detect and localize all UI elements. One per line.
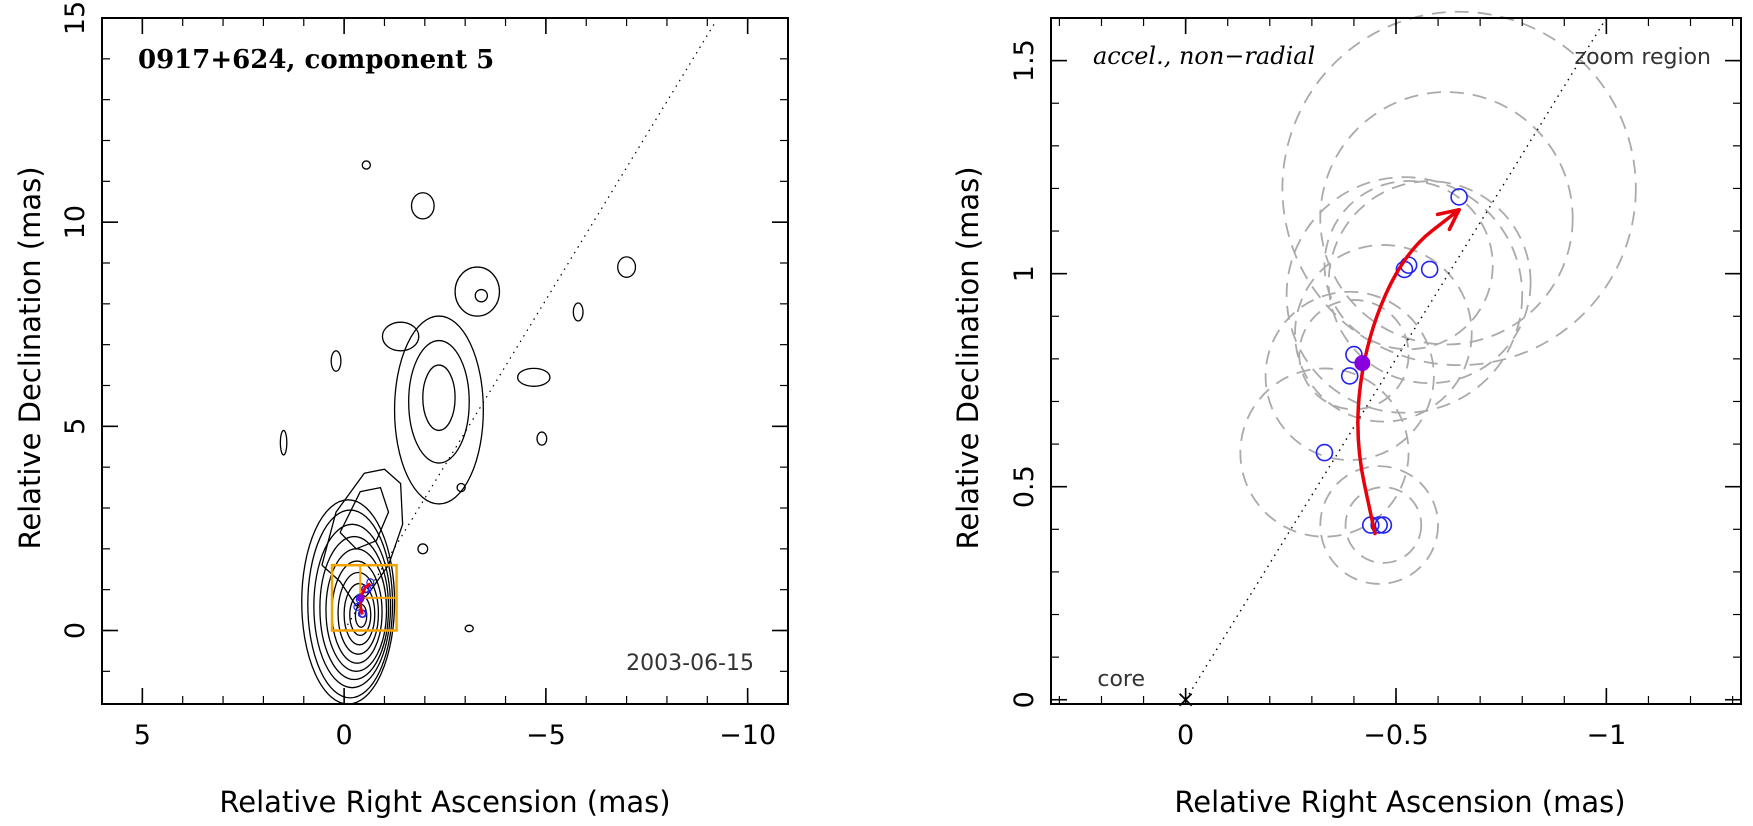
zoom-region-inner-box [359, 564, 398, 599]
jet-axis-line [343, 21, 716, 631]
contour-line [408, 339, 470, 464]
epoch-position-mini [358, 609, 368, 618]
jet-axis-line [1185, 17, 1607, 701]
right-y-axis-label: Relative Declination (mas) [951, 166, 985, 549]
contour-line [617, 256, 637, 278]
positional-error-circle [1327, 180, 1532, 385]
left-y-tick-label: 15 [60, 1, 91, 35]
zoom-region-label: zoom region [1575, 45, 1711, 70]
epoch-position [1420, 260, 1439, 279]
acceleration-trajectory [1356, 207, 1461, 536]
right-x-axis-label: Relative Right Ascension (mas) [1174, 785, 1625, 819]
right-y-tick-label: 0 [1009, 691, 1040, 708]
epoch-position [1450, 188, 1468, 206]
right-y-tick-label: 1 [1009, 265, 1040, 282]
contour-line [464, 624, 474, 633]
right-x-tick-label: 0 [1177, 720, 1194, 751]
left-x-tick-label: −10 [719, 720, 776, 751]
left-x-axis-label: Relative Right Ascension (mas) [219, 785, 670, 819]
positional-error-circle [1344, 486, 1423, 564]
positional-error-circle [1281, 10, 1637, 367]
right-axis-ticks: 0 −0.5 −1 0 0.5 1 1.5 [1009, 17, 1741, 751]
contour-line [279, 429, 288, 456]
positional-error-circle [1298, 299, 1410, 411]
epoch-position [1374, 516, 1393, 534]
current-epoch-position [1354, 355, 1371, 372]
contour-line [474, 288, 489, 303]
left-y-tick-label: 5 [60, 418, 91, 435]
contour-line [417, 543, 429, 555]
trajectory-arrowhead [1435, 207, 1461, 232]
left-x-tick-label: 5 [134, 720, 151, 751]
positional-error-circle [1319, 465, 1439, 585]
contour-line [361, 160, 371, 170]
contour-line [454, 266, 501, 317]
error-circles [1239, 10, 1637, 585]
positional-error-circle [1285, 176, 1524, 414]
right-panel: 0 −0.5 −1 0 0.5 1 1.5 accel., non−radial zoom … [951, 10, 1742, 819]
epoch-position [1370, 516, 1388, 534]
contour-line [410, 192, 435, 220]
contour-line [330, 350, 342, 372]
right-plot-subtitle: accel., non−radial [1093, 42, 1315, 70]
contour-line [313, 523, 392, 689]
positional-error-circle [1294, 244, 1473, 423]
jet-contour-line [339, 486, 390, 550]
current-epoch-mini [357, 594, 365, 602]
left-x-tick-label: −5 [526, 720, 566, 751]
right-x-tick-label: −0.5 [1363, 720, 1429, 751]
contour-line [307, 509, 394, 699]
contour-line [393, 315, 484, 505]
epoch-position [1340, 367, 1359, 385]
positional-error-circle [1239, 367, 1410, 538]
contour-line [422, 364, 456, 432]
right-y-tick-label: 0.5 [1009, 465, 1040, 508]
left-y-tick-label: 0 [60, 622, 91, 639]
epoch-position [1315, 443, 1334, 462]
positional-error-circle [1323, 180, 1494, 351]
right-x-tick-label: −1 [1586, 720, 1626, 751]
left-x-tick-label: 0 [336, 720, 353, 751]
left-plot-title: 0917+624, component 5 [138, 45, 494, 75]
contour-line [381, 321, 420, 352]
left-overlay [330, 21, 716, 632]
epoch-position [1345, 345, 1363, 364]
contour-line [536, 431, 548, 446]
contour-line [456, 482, 466, 493]
left-plot-frame [101, 17, 789, 705]
radio-contour-map [279, 160, 637, 705]
jet-contour-line [321, 468, 404, 607]
contour-line [337, 571, 380, 655]
right-plot-frame [1050, 17, 1742, 705]
positional-error-circle [1319, 91, 1574, 346]
contour-line [319, 535, 390, 681]
right-y-tick-label: 1.5 [1009, 39, 1040, 82]
core-label: core [1097, 667, 1145, 692]
left-panel: 5 0 −5 −10 0 5 10 15 0917+624, component 5 2003… [13, 1, 789, 819]
right-overlay [1178, 17, 1607, 707]
left-y-tick-label: 10 [60, 205, 91, 239]
left-y-axis-label: Relative Declination (mas) [13, 166, 47, 549]
contour-line [572, 302, 584, 322]
positional-error-circle [1264, 290, 1435, 461]
observation-date: 2003-06-15 [626, 651, 754, 676]
left-axis-ticks: 5 0 −5 −10 0 5 10 15 [60, 1, 788, 751]
epoch-position-mini [366, 578, 375, 587]
contour-line [516, 367, 551, 387]
